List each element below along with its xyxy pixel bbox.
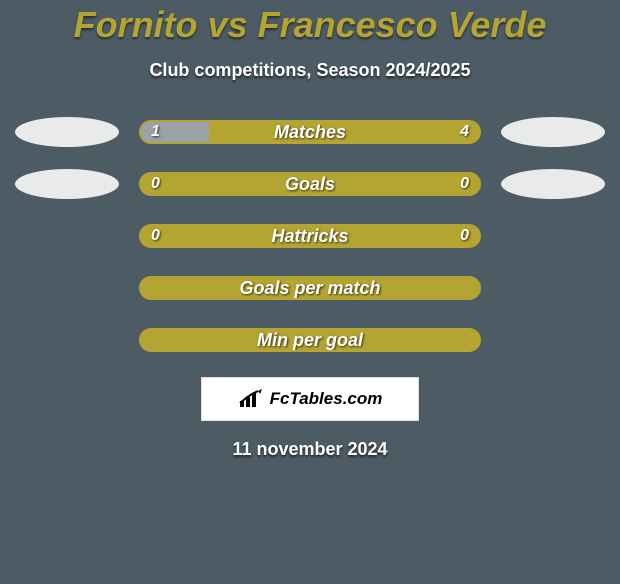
stat-label: Hattricks — [141, 226, 479, 246]
stat-bar: Goals0 0 — [139, 172, 481, 196]
stat-label: Goals per match — [141, 278, 479, 298]
comparison-row: Goals per match — [0, 273, 620, 303]
comparison-row: Min per goal — [0, 325, 620, 355]
stat-bar: Hattricks0 0 — [139, 224, 481, 248]
date-text: 11 november 2024 — [0, 439, 620, 460]
logo-text: FcTables.com — [270, 389, 383, 409]
stat-value-right: 4 — [460, 122, 469, 142]
page-title: Fornito vs Francesco Verde — [0, 4, 620, 46]
stat-bar: Matches1 4 — [139, 120, 481, 144]
comparison-row: Hattricks0 0 — [0, 221, 620, 251]
player-avatar-right — [501, 117, 605, 147]
stat-bar: Goals per match — [139, 276, 481, 300]
subtitle: Club competitions, Season 2024/2025 — [0, 60, 620, 81]
stat-value-right: 0 — [460, 174, 469, 194]
stat-value-left: 0 — [151, 174, 160, 194]
logo-box: FcTables.com — [201, 377, 419, 421]
comparison-row: Matches1 4 — [0, 117, 620, 147]
stat-value-left: 1 — [151, 122, 160, 142]
stat-label: Min per goal — [141, 330, 479, 350]
stat-label: Matches — [141, 122, 479, 142]
stat-value-left: 0 — [151, 226, 160, 246]
stat-bar: Min per goal — [139, 328, 481, 352]
player-avatar-left — [15, 117, 119, 147]
logo-chart-icon — [238, 389, 264, 409]
comparison-rows: Matches14Goals00Hattricks00Goals per mat… — [0, 117, 620, 355]
stat-value-right: 0 — [460, 226, 469, 246]
comparison-row: Goals0 0 — [0, 169, 620, 199]
player-avatar-right — [501, 169, 605, 199]
player-avatar-left — [15, 169, 119, 199]
stat-label: Goals — [141, 174, 479, 194]
